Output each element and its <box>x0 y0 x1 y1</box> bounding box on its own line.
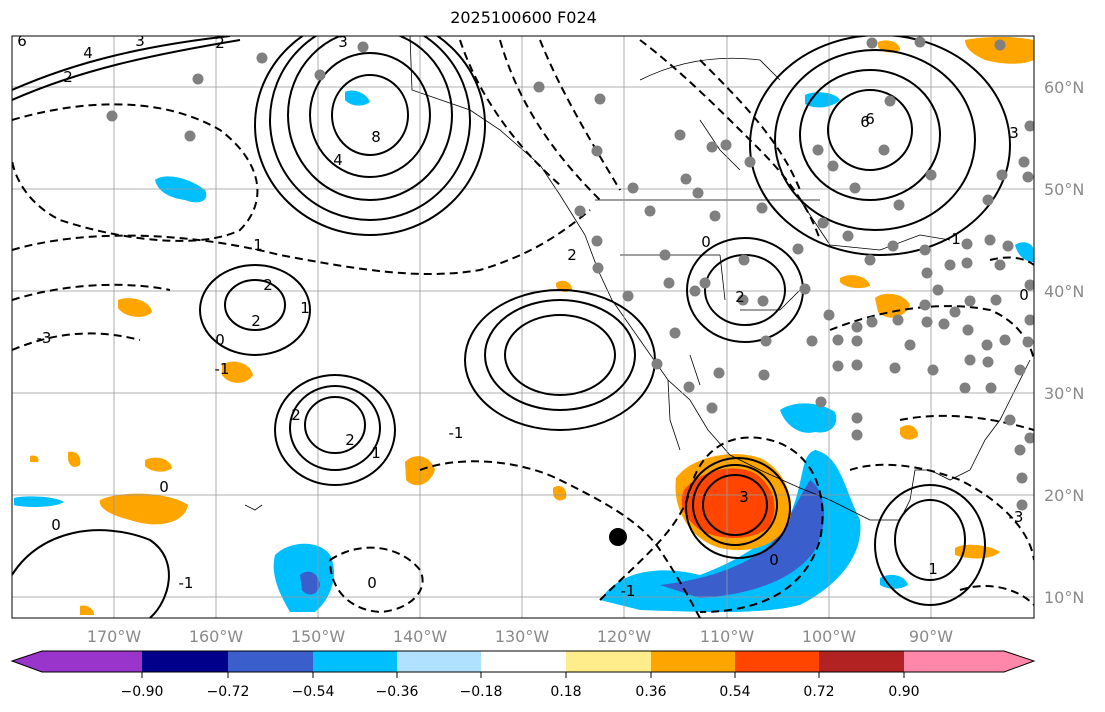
contour-label: 2 <box>63 68 73 86</box>
contour-label: 1 <box>928 560 938 578</box>
contour-label: 1 <box>951 230 961 248</box>
lon-tick-label: 150°W <box>291 627 346 646</box>
contour-label: 0 <box>769 551 779 569</box>
contour-label: 2 <box>251 312 261 330</box>
colorbar-segment <box>819 651 904 672</box>
contour-label: 0 <box>159 478 169 496</box>
lon-tick-label: 120°W <box>597 627 652 646</box>
contour-label: -1 <box>621 582 636 600</box>
shaded-field <box>14 37 1034 615</box>
colorbar-tick-label: −0.54 <box>292 684 335 700</box>
contour-label: 4 <box>333 151 343 169</box>
contour-label: 0 <box>367 574 377 592</box>
contour-label: -3 <box>1009 508 1024 526</box>
contour-label: 2 <box>345 431 355 449</box>
contour-label: -1 <box>179 574 194 592</box>
lon-tick-label: 170°W <box>87 627 142 646</box>
colorbar-tick-label: 0.90 <box>888 684 919 700</box>
lon-tick-label: 90°W <box>909 627 953 646</box>
contour-label: 2 <box>735 288 745 306</box>
contour-label: 0 <box>1019 286 1029 304</box>
colorbar-segment <box>397 651 481 672</box>
colorbar-tick-label: 0.54 <box>719 684 750 700</box>
solid-contours <box>12 36 1011 618</box>
colorbar-segment <box>228 651 313 672</box>
contour-label: 3 <box>739 488 749 506</box>
lon-tick-label: 140°W <box>393 627 448 646</box>
contour-label: 1 <box>253 236 263 254</box>
contour-label: 0 <box>51 516 61 534</box>
colorbar-tick-label: −0.72 <box>207 684 250 700</box>
contour-label: 4 <box>83 44 93 62</box>
lon-tick-label: 160°W <box>189 627 244 646</box>
lat-tick-labels: 60°N 50°N 40°N 30°N 20°N 10°N <box>1044 78 1084 607</box>
station-dots <box>106 36 1034 511</box>
colorbar-segment <box>142 651 228 672</box>
colorbar-segment <box>566 651 651 672</box>
colorbar-segment <box>12 651 142 672</box>
lat-tick-label: 10°N <box>1044 588 1084 607</box>
contour-label: 2 <box>291 406 301 424</box>
map-background <box>12 36 1034 618</box>
contour-label: 2 <box>567 246 577 264</box>
lon-tick-label: 130°W <box>495 627 550 646</box>
lat-tick-label: 40°N <box>1044 282 1084 301</box>
lat-tick-label: 30°N <box>1044 384 1084 403</box>
contour-label: 3 <box>1009 124 1019 142</box>
map-title: 2025100600 F024 <box>450 8 597 27</box>
contour-label: 0 <box>215 331 225 349</box>
lat-tick-label: 60°N <box>1044 78 1084 97</box>
contour-label: 0 <box>701 233 711 251</box>
colorbar-outline <box>10 650 1036 673</box>
colorbar-tick-label: −0.90 <box>121 684 164 700</box>
storm-center-marker <box>609 528 627 546</box>
contour-label: 3 <box>135 32 145 50</box>
contour-label: 6 <box>17 32 27 50</box>
colorbar-segment <box>904 651 1034 672</box>
lat-tick-label: 50°N <box>1044 180 1084 199</box>
contour-label: 2 <box>263 276 273 294</box>
colorbar-segment <box>313 651 397 672</box>
lon-tick-label: 100°W <box>802 627 857 646</box>
colorbar-segment <box>735 651 819 672</box>
contour-label: -1 <box>449 424 464 442</box>
lat-tick-label: 20°N <box>1044 486 1084 505</box>
contour-label: -3 <box>37 329 52 347</box>
contour-label: 1 <box>371 444 381 462</box>
colorbar-segment <box>651 651 735 672</box>
colorbar-tick-label: 0.72 <box>803 684 834 700</box>
colorbar-segment <box>481 651 566 672</box>
contour-label: 2 <box>215 34 225 52</box>
contour-label: -1 <box>215 360 230 378</box>
contour-label: 6 <box>865 110 875 128</box>
contour-label: 8 <box>371 128 381 146</box>
contour-label: 1 <box>300 299 310 317</box>
contour-label: 6 <box>860 113 870 131</box>
colorbar-tick-label: 0.18 <box>550 684 581 700</box>
colorbar-tick-label: −0.36 <box>376 684 419 700</box>
colorbar: −0.90 −0.72 −0.54 −0.36 −0.18 0.18 0.36 … <box>10 650 1036 700</box>
lon-tick-labels: 170°W 160°W 150°W 140°W 130°W 120°W 110°… <box>87 627 953 646</box>
contour-label: 3 <box>338 33 348 51</box>
map-frame <box>11 35 1035 619</box>
colorbar-tick-label: 0.36 <box>635 684 666 700</box>
colorbar-tick-label: −0.18 <box>460 684 503 700</box>
lon-tick-label: 110°W <box>700 627 755 646</box>
